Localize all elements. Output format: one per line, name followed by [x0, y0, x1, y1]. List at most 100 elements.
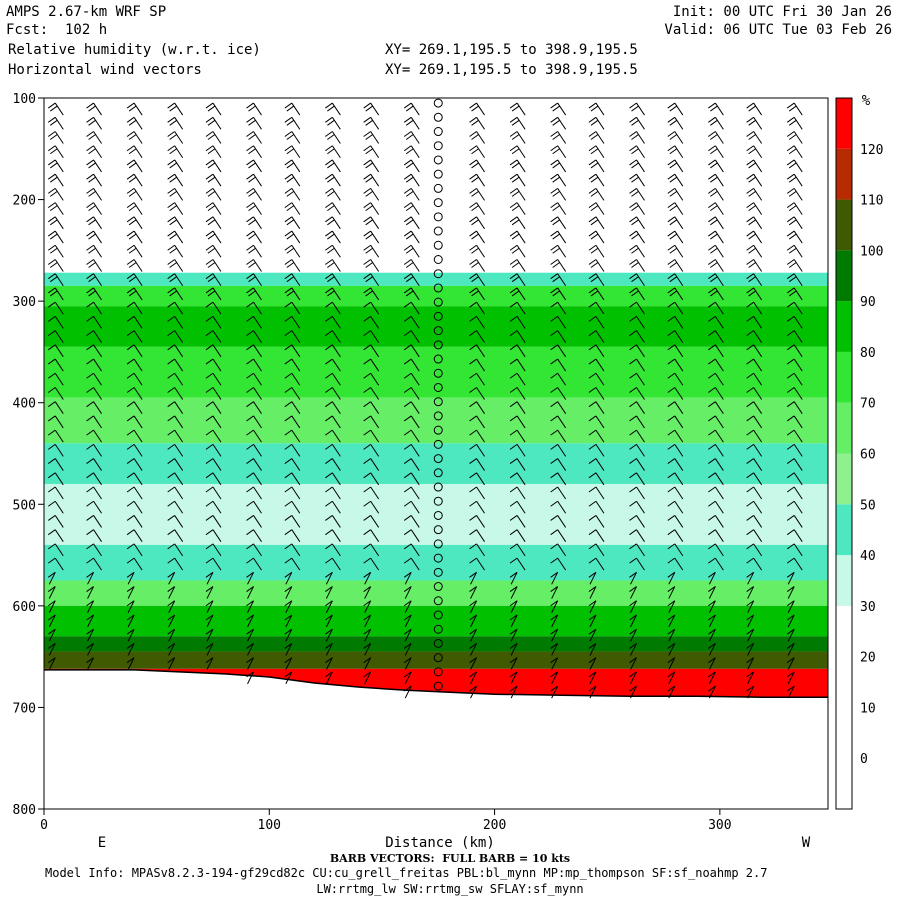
- wind-barb-flag: [590, 247, 599, 254]
- wind-barb-staff: [285, 614, 293, 628]
- wind-barb-flag: [205, 472, 214, 479]
- wind-barb-staff: [476, 543, 485, 557]
- wind-barb-flag: [631, 176, 639, 183]
- wind-barb-flag: [246, 173, 254, 180]
- wind-barb-staff: [174, 358, 184, 372]
- colorbar-tick-label: 30: [860, 600, 876, 615]
- wind-barb-flag: [205, 131, 214, 137]
- wind-barb-flag: [325, 443, 333, 450]
- wind-barb-staff: [174, 159, 184, 173]
- wind-barb-flag: [667, 429, 676, 436]
- wind-barb-flag: [365, 219, 373, 226]
- wind-barb-flag: [325, 429, 333, 436]
- wind-barb-staff: [595, 515, 605, 528]
- wind-barb-flag: [552, 134, 560, 140]
- wind-barb-staff: [133, 415, 143, 429]
- wind-barb-flag: [748, 205, 756, 212]
- wind-barb-flag: [509, 358, 518, 365]
- wind-barb-flag: [588, 173, 597, 180]
- wind-barb-staff: [285, 586, 293, 599]
- wind-barb-flag: [403, 614, 412, 621]
- wind-barb-flag: [588, 401, 597, 408]
- wind-barb-flag: [588, 315, 597, 322]
- plot-frame: [43, 97, 829, 810]
- field-name-rh: Relative humidity (w.r.t. ice): [8, 42, 261, 58]
- wind-barb-flag: [325, 543, 333, 550]
- wind-barb-staff: [714, 486, 724, 500]
- wind-barb-staff: [557, 372, 567, 386]
- wind-barb-flag: [550, 571, 558, 578]
- wind-barb-flag: [708, 557, 716, 564]
- wind-barb-staff: [54, 429, 64, 443]
- wind-barb-flag: [509, 301, 518, 308]
- calm-wind-circle: [433, 582, 443, 592]
- wind-barb-flag: [552, 190, 560, 197]
- wind-barb-flag: [126, 145, 135, 152]
- wind-barb-staff: [291, 273, 301, 286]
- wind-barb-flag: [126, 216, 135, 223]
- wind-barb-staff: [331, 458, 341, 471]
- wind-barb-staff: [247, 572, 254, 585]
- wind-barb-staff: [674, 401, 684, 414]
- wind-barb-staff: [410, 131, 420, 144]
- wind-barb-staff: [54, 216, 64, 230]
- wind-barb-staff: [557, 401, 567, 414]
- wind-barb-flag: [167, 230, 175, 237]
- forecast-hour: Fcst: 102 h: [6, 22, 108, 38]
- wind-barb-flag: [710, 290, 718, 297]
- wind-barb-flag: [246, 586, 254, 592]
- wind-barb-flag: [325, 330, 333, 337]
- wind-barb-flag: [629, 472, 637, 479]
- wind-barb-flag: [786, 216, 795, 223]
- wind-barb-flag: [167, 515, 175, 521]
- wind-barb-flag: [126, 486, 135, 493]
- wind-barb-flag: [746, 685, 754, 692]
- calm-wind-circle: [433, 553, 443, 563]
- wind-barb-flag: [246, 344, 254, 351]
- wind-barb-staff: [476, 415, 485, 429]
- wind-barb-flag: [509, 685, 518, 692]
- wind-barb-flag: [588, 571, 597, 578]
- wind-barb-staff: [636, 515, 645, 528]
- wind-barb-flag: [363, 187, 371, 194]
- wind-barb-flag: [47, 344, 56, 351]
- wind-barb-staff: [714, 387, 724, 400]
- calm-wind-circle: [433, 539, 443, 549]
- wind-barb-staff: [93, 458, 102, 471]
- terrain-mask: [44, 669, 828, 809]
- wind-barb-flag: [128, 119, 137, 126]
- wind-barb-staff: [557, 259, 567, 272]
- wind-barb-staff: [325, 628, 333, 642]
- wind-barb-flag: [286, 233, 295, 240]
- wind-barb-flag: [786, 315, 795, 322]
- wind-barb-staff: [168, 657, 176, 670]
- wind-barb-flag: [667, 273, 676, 280]
- wind-barb-staff: [551, 643, 559, 656]
- wind-barb-flag: [708, 159, 716, 166]
- y-tick-label: 600: [13, 600, 36, 615]
- wind-barb-flag: [746, 230, 754, 237]
- wind-barb-flag: [786, 557, 795, 564]
- wind-barb-flag: [246, 643, 254, 649]
- wind-barb-flag: [325, 244, 333, 251]
- wind-barb-staff: [133, 344, 143, 358]
- colorbar-unit: %: [862, 93, 871, 109]
- wind-barb-staff: [787, 628, 795, 642]
- wind-barb-flag: [667, 372, 676, 379]
- wind-barb-staff: [253, 358, 262, 372]
- wind-barb-flag: [47, 216, 56, 223]
- wind-barb-flag: [403, 401, 412, 408]
- wind-barb-staff: [291, 301, 301, 315]
- wind-barb-flag: [88, 276, 96, 283]
- wind-barb-flag: [205, 187, 214, 194]
- wind-barb-flag: [88, 105, 96, 112]
- wind-barb-flag: [363, 472, 371, 479]
- wind-barb-flag: [710, 162, 718, 169]
- wind-barb-flag: [708, 116, 716, 123]
- wind-barb-flag: [588, 415, 597, 422]
- wind-barb-flag: [167, 287, 175, 294]
- wind-barb-flag: [167, 131, 175, 137]
- wind-barb-flag: [550, 387, 558, 393]
- wind-barb-staff: [331, 444, 341, 457]
- colorbar-box: [836, 250, 852, 302]
